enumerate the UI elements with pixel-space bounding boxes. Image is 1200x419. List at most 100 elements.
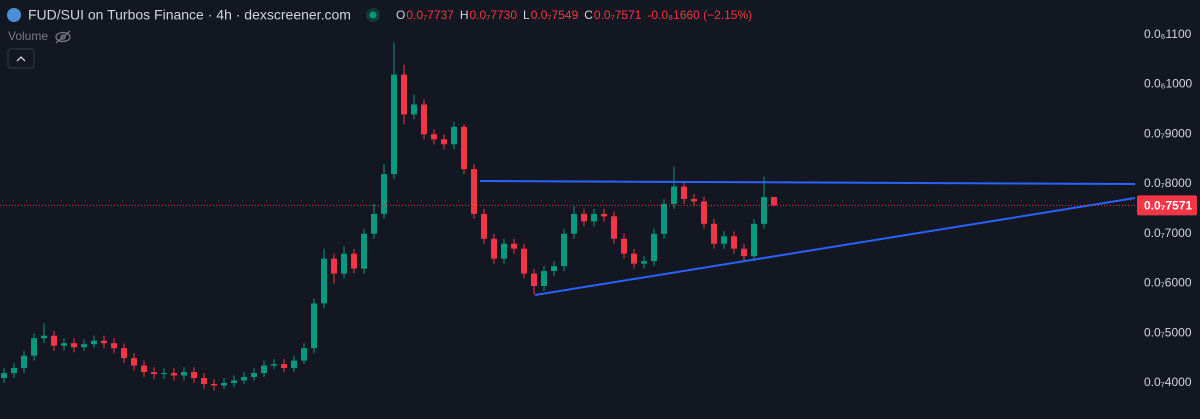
candle-body <box>371 213 377 234</box>
candle-body <box>631 253 637 264</box>
candle-body <box>511 243 517 249</box>
candle-body <box>531 273 537 286</box>
candle-body <box>691 198 697 202</box>
candle-body <box>551 266 557 272</box>
candle-body <box>131 358 137 366</box>
candle-body <box>431 134 437 140</box>
candle-body <box>311 303 317 349</box>
ohlc-value: 0.0₇7737 <box>406 8 454 22</box>
collapse-button[interactable] <box>7 48 35 69</box>
candle-body <box>91 340 97 345</box>
candle-body <box>571 213 577 234</box>
y-tick-label: 0.0₇6000 <box>1144 276 1192 290</box>
candle-body <box>421 104 427 135</box>
candle-body <box>111 343 117 349</box>
candle-body <box>171 373 177 376</box>
candle-body <box>191 372 197 379</box>
change: -0.0₈1660 (−2.15%) <box>647 8 752 22</box>
candle-body <box>451 126 457 145</box>
candle-body <box>461 126 467 170</box>
candle-body <box>181 372 187 376</box>
candle-body <box>41 335 47 339</box>
candle-body <box>441 139 447 145</box>
ohlc-legend: O 0.0₇7737 H 0.0₇7730 L 0.0₇7549 C 0.0₇7571 -0.0… <box>396 8 752 22</box>
candle-body <box>391 74 397 175</box>
status-dot <box>369 11 377 19</box>
candle-body <box>241 377 247 381</box>
candle-body <box>681 186 687 199</box>
y-tick-label: 0.0₆1100 <box>1144 27 1192 41</box>
ohlc-key: L <box>523 8 530 22</box>
candle-body <box>271 364 277 366</box>
y-tick-label: 0.0₆1000 <box>1144 77 1193 91</box>
candle-body <box>771 197 777 206</box>
candle-body <box>121 348 127 359</box>
last-price-tag <box>1137 195 1197 216</box>
candle-body <box>1 373 7 379</box>
trend-line <box>534 197 1136 296</box>
ohlc-key: O <box>396 8 405 22</box>
candle-body <box>281 364 287 369</box>
candle-body <box>481 213 487 239</box>
candle-body <box>61 343 67 346</box>
candle-body <box>741 248 747 257</box>
last-price-label: 0.0₇7571 <box>1144 199 1193 213</box>
candle-body <box>291 360 297 369</box>
candle-body <box>661 203 667 234</box>
candle-body <box>671 186 677 204</box>
candle-body <box>261 365 267 374</box>
ohlc-key: H <box>460 8 469 22</box>
y-tick-label: 0.0₇8000 <box>1144 176 1192 190</box>
candle-body <box>201 378 207 384</box>
candle-body <box>411 104 417 115</box>
candle-body <box>11 368 17 374</box>
ohlc-key: C <box>584 8 593 22</box>
title: FUD/SUI on Turbos Finance · 4h · dexscre… <box>28 7 351 23</box>
y-tick-label: 0.0₇7000 <box>1144 226 1192 240</box>
candle-body <box>141 365 147 373</box>
candle-body <box>521 248 527 274</box>
candle-body <box>31 338 37 356</box>
ohlc-value: 0.0₇7730 <box>470 8 518 22</box>
candle-body <box>581 213 587 222</box>
candle-body <box>341 253 347 274</box>
candle-body <box>71 343 77 348</box>
candle-body <box>321 258 327 304</box>
candle-body <box>591 213 597 222</box>
candle-body <box>81 344 87 348</box>
candle-body <box>561 233 567 267</box>
candle-body <box>761 197 767 224</box>
candle-body <box>351 253 357 269</box>
hide-icon[interactable] <box>55 30 71 44</box>
candle-body <box>231 380 237 383</box>
candle-body <box>101 340 107 344</box>
candle-body <box>611 216 617 239</box>
candle-body <box>491 238 497 259</box>
volume-label: Volume <box>8 29 48 43</box>
candle-body <box>651 233 657 262</box>
candle-body <box>21 355 27 369</box>
candle-body <box>701 201 707 224</box>
candle-body <box>641 261 647 264</box>
candle-body <box>301 348 307 361</box>
y-tick-label: 0.0₇9000 <box>1144 126 1192 140</box>
candle-body <box>161 373 167 375</box>
ohlc-value: 0.0₇7549 <box>531 8 579 22</box>
candle-body <box>361 233 367 269</box>
candle-body <box>721 236 727 244</box>
plot <box>1 42 777 391</box>
candle-body <box>621 238 627 254</box>
candle-body <box>401 74 407 115</box>
trend-line <box>479 180 1136 185</box>
ohlc-value: 0.0₇7571 <box>594 8 642 22</box>
candle-body <box>51 335 57 346</box>
candle-body <box>711 223 717 244</box>
logo <box>7 8 21 22</box>
candle-body <box>541 271 547 286</box>
y-tick-label: 0.0₇4000 <box>1144 375 1192 389</box>
candle-body <box>501 243 507 259</box>
candle-body <box>601 213 607 217</box>
